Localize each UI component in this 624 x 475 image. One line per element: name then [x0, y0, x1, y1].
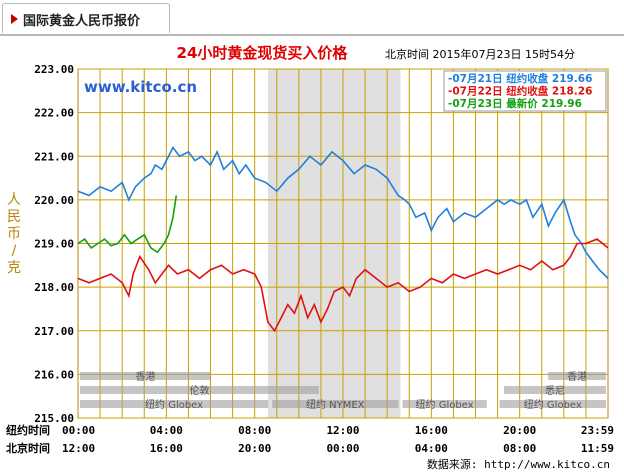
price-line-2 — [77, 238, 609, 333]
bj-time-label: 北京时间 — [6, 441, 50, 455]
y-tick-label: 215.00 — [34, 412, 74, 425]
ny-tick-label: 08:00 — [238, 424, 271, 437]
legend-entry: -07月23日 最新价 219.96 — [448, 97, 582, 110]
legend-entry: -07月21日 纽约收盘 219.66 — [448, 72, 592, 85]
kitco-watermark: www.kitco.cn — [84, 78, 197, 96]
bj-tick-label: 08:00 — [503, 442, 536, 455]
tab-gold-price[interactable]: 国际黄金人民币报价 — [2, 3, 170, 33]
y-axis-label-char: / — [12, 243, 17, 259]
price-line-1 — [77, 145, 609, 279]
y-axis-label-char: 币 — [7, 226, 21, 242]
session-label: 香港 — [567, 371, 587, 383]
legend-box — [443, 70, 607, 112]
tab-label: 国际黄金人民币报价 — [23, 14, 141, 29]
session-label: 纽约 Globex — [524, 398, 582, 411]
chart-title: 24小时黄金现货买入价格 — [177, 44, 349, 62]
gold-price-chart: 223.00 222.00 221.00 220.00 219.00 218.00 217.… — [6, 44, 614, 455]
session-label: 悉尼 — [545, 385, 565, 397]
y-tick-label: 220.00 — [34, 194, 74, 207]
ny-tick-label: 16:00 — [415, 424, 448, 437]
y-tick-label: 219.00 — [34, 238, 74, 251]
y-tick-label: 223.00 — [34, 63, 74, 76]
y-tick-label: 218.00 — [34, 281, 74, 294]
data-source: 数据来源: http://www.kitco.cn — [426, 458, 610, 471]
bj-tick-label: 16:00 — [150, 442, 183, 455]
y-tick-label: 221.00 — [34, 150, 74, 163]
session-label: 纽约 Globex — [416, 398, 474, 411]
tab-bar: 国际黄金人民币报价 — [0, 0, 624, 36]
tab-arrow-icon — [11, 14, 18, 24]
price-line-3 — [77, 195, 178, 254]
y-tick-label: 222.00 — [34, 107, 74, 120]
ny-time-label: 纽约时间 — [6, 423, 50, 437]
session-label: 香港 — [135, 371, 155, 383]
session-label: 纽约 NYMEX — [306, 398, 365, 411]
y-axis-label-char: 人 — [7, 192, 21, 208]
ny-tick-label: 00:00 — [62, 424, 95, 437]
session-label: 伦敦 — [189, 384, 209, 397]
y-axis-label-char: 克 — [7, 260, 21, 276]
y-tick-label: 217.00 — [34, 325, 74, 338]
y-tick-label: 216.00 — [34, 368, 74, 381]
ny-tick-label: 23:59 — [581, 424, 614, 437]
legend-entry: -07月22日 纽约收盘 218.26 — [448, 85, 592, 98]
chart-datetime: 北京时间 2015年07月23日 15时54分 — [385, 47, 575, 61]
bj-tick-label: 11:59 — [581, 442, 614, 455]
bj-tick-label: 04:00 — [415, 442, 448, 455]
bj-tick-label: 12:00 — [62, 442, 95, 455]
y-axis-label-char: 民 — [7, 209, 21, 225]
ny-tick-label: 20:00 — [503, 424, 536, 437]
session-label: 纽约 Globex — [145, 398, 203, 411]
ny-tick-label: 12:00 — [326, 424, 359, 437]
bj-tick-label: 00:00 — [326, 442, 359, 455]
ny-tick-label: 04:00 — [150, 424, 183, 437]
bj-tick-label: 20:00 — [238, 442, 271, 455]
